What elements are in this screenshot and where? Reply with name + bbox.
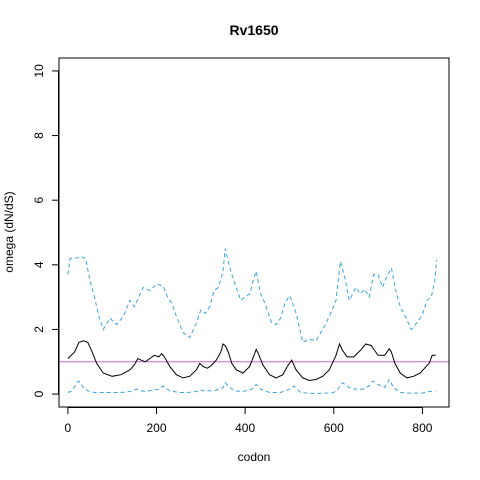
x-tick-label: 0 (65, 421, 72, 435)
omega-estimate-line (67, 340, 436, 382)
plot-frame (58, 57, 450, 408)
y-tick-label: 10 (32, 64, 46, 78)
x-tick-label: 800 (412, 421, 432, 435)
x-tick-label: 600 (324, 421, 344, 435)
y-tick-label: 6 (32, 197, 46, 204)
x-tick-label: 200 (146, 421, 166, 435)
y-tick-label: 4 (32, 261, 46, 268)
upper-bound-line (67, 248, 438, 344)
lower-bound-line (67, 378, 436, 394)
y-axis-label: omega (dN/dS) (2, 191, 16, 272)
x-tick-label: 400 (235, 421, 255, 435)
plot-area (59, 248, 449, 394)
y-tick-label: 8 (32, 132, 46, 139)
y-tick-label: 0 (32, 390, 46, 397)
chart-title: Rv1650 (229, 22, 278, 38)
x-axis-label: codon (238, 450, 271, 464)
y-tick-label: 2 (32, 326, 46, 333)
